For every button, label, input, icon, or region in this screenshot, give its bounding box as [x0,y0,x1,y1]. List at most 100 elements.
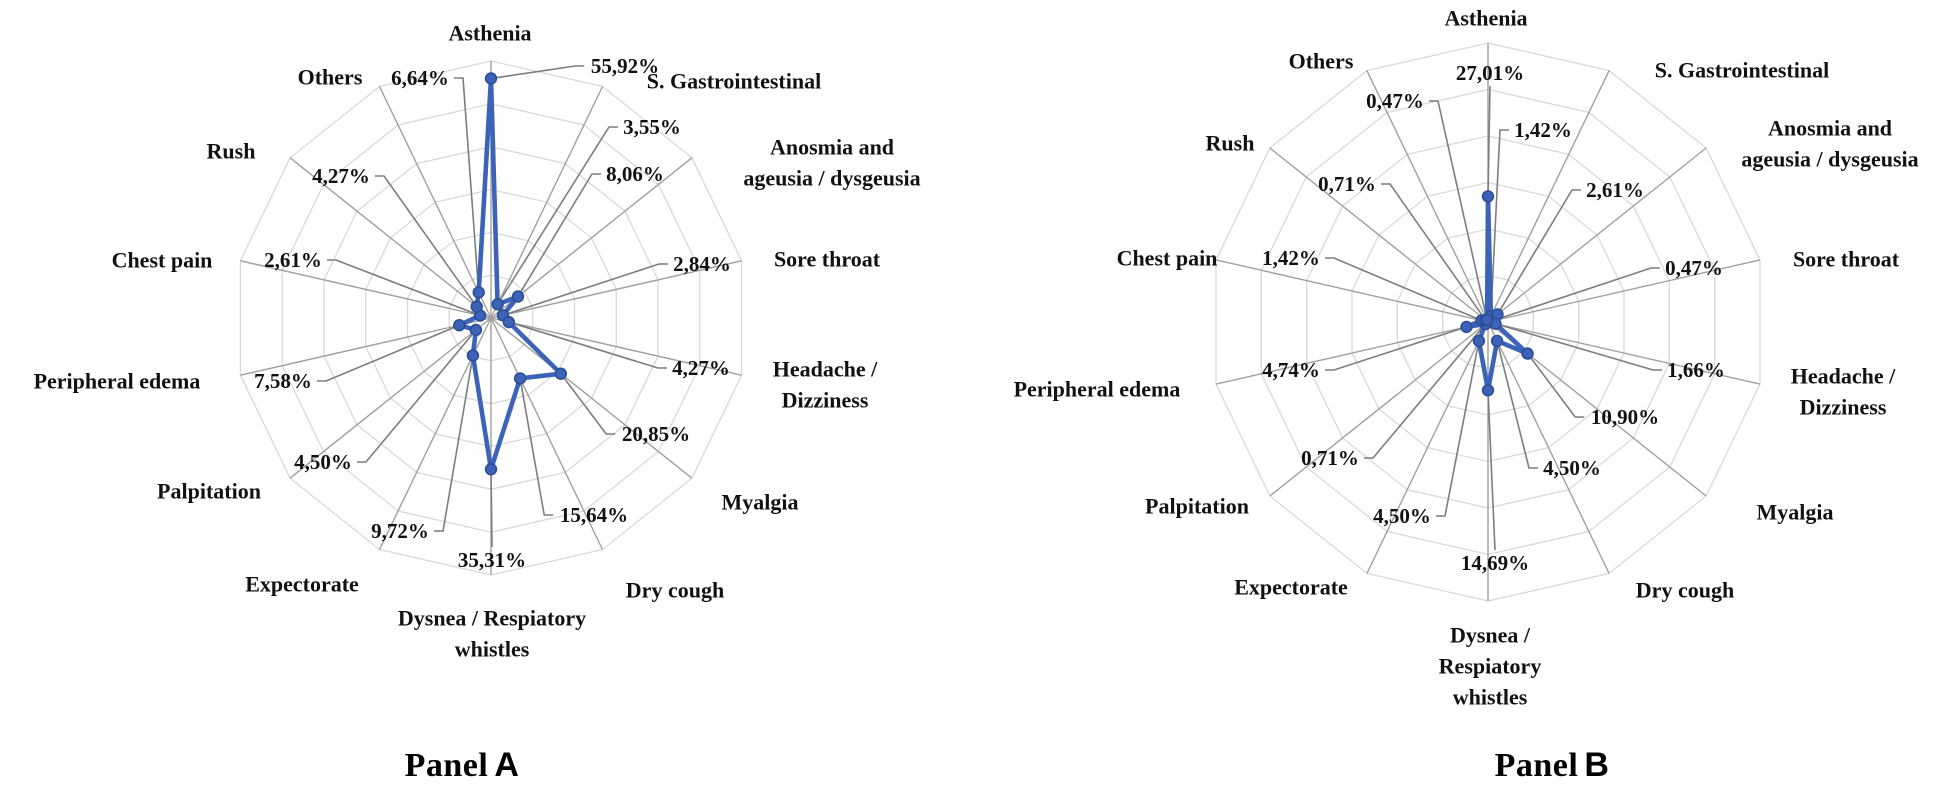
axis-spoke [1269,147,1489,323]
category-label: Myalgia [1757,500,1834,525]
data-point-marker [472,286,485,299]
data-point-marker [470,300,483,313]
category-label: Dry cough [626,578,724,603]
data-point-marker [484,72,498,85]
category-label: Dysnea / Respiatory [398,606,586,631]
value-label: 9,72% [371,519,429,543]
leader-line [1325,257,1482,322]
value-label: 4,74% [1262,358,1320,382]
data-point-marker [484,463,498,476]
axis-spoke [240,260,492,319]
leader-line [1496,189,1581,315]
value-label: 4,27% [672,356,730,380]
category-label: Palpitation [1145,494,1249,519]
category-label: Chest pain [112,248,213,273]
axis-spoke [378,86,492,319]
category-label: ageusia / dysgeusia [743,166,920,191]
category-label: Palpitation [157,479,261,504]
data-point-marker [1480,313,1494,327]
category-label: Rush [1206,131,1255,156]
axis-spoke [490,317,693,479]
category-label: whistles [1453,685,1528,710]
leader-line [1364,323,1487,459]
category-label: Anosmia and [770,135,894,160]
data-point-marker [1472,334,1486,348]
category-label: ageusia / dysgeusia [1741,147,1918,172]
leader-line [357,329,477,463]
value-label: 0,71% [1318,172,1376,196]
value-label: 1,42% [1514,118,1572,142]
axis-spoke [240,317,492,376]
radar-chart-panel-a: 55,92% 3,55% 8,06% 2,84% 4,27% 20,85% 15,64% 35… [34,21,921,662]
axis-spoke [1487,147,1707,323]
category-label: Asthenia [1444,6,1527,31]
data-point-marker [466,349,480,362]
category-label: Dizziness [1800,395,1887,420]
value-label: 2,61% [1586,178,1644,202]
category-label: Asthenia [448,21,531,46]
data-point-marker [513,372,527,385]
category-label: whistles [455,637,530,662]
category-label: Sore throat [1793,247,1900,272]
value-label: 55,92% [591,54,659,78]
leader-line [1496,340,1538,469]
axis-spoke [490,260,742,319]
leader-line [1487,390,1496,551]
data-point-marker [491,298,504,311]
category-label: S. Gastrointestinal [647,69,821,94]
data-point-marker [502,315,515,329]
leader-line [1487,85,1491,197]
category-label: Anosmia and [1768,116,1892,141]
leader-line [508,321,667,369]
data-point-marker [1490,334,1504,348]
panel-a-title: Panel A [352,746,572,785]
value-label: 35,31% [458,548,526,572]
leader-line [1429,100,1488,321]
category-label: Expectorate [1234,575,1348,600]
axis-spoke [1487,321,1761,385]
value-label: 8,06% [606,162,664,186]
category-label: Expectorate [245,572,359,597]
leader-line [375,175,478,308]
category-label: S. Gastrointestinal [1655,58,1829,83]
category-label: Myalgia [722,490,799,515]
data-point-marker [1460,320,1473,334]
leader-line [327,259,481,317]
leader-line [1495,322,1662,371]
value-label: 14,69% [1461,551,1529,575]
leader-line [434,355,474,532]
value-label: 6,64% [391,66,449,90]
data-point-marker [453,319,466,332]
category-label: Headache / [1791,364,1896,389]
panel-a-title-word: Panel [404,747,489,784]
category-label: Others [298,65,363,90]
axis-spoke [1269,321,1489,497]
data-point-marker [554,367,567,380]
value-label: 1,42% [1262,246,1320,270]
category-label: Dysnea / [1450,623,1531,648]
value-label: 27,01% [1456,61,1524,85]
axis-spoke [490,86,604,319]
category-label: Peripheral edema [1014,377,1181,402]
axis-spoke [1487,70,1610,323]
leader-line [454,77,480,293]
leader-line [1526,353,1585,418]
value-label: 4,27% [312,164,370,188]
value-label: 4,50% [294,450,352,474]
value-label: 2,84% [673,252,731,276]
category-label: Peripheral edema [34,369,201,394]
panel-b-title-letter: B [1584,746,1610,784]
axis-spoke [1487,259,1761,323]
data-point-marker [1481,384,1495,397]
data-point-marker [1481,190,1495,203]
value-label: 4,50% [1373,504,1431,528]
axis-spoke [1366,321,1489,574]
value-label: 2,61% [264,248,322,272]
axis-spoke [1366,70,1489,323]
value-label: 0,71% [1301,446,1359,470]
leader-line [1489,267,1660,323]
leader-line [519,378,554,516]
leader-line [517,173,601,297]
leader-line [1381,183,1487,321]
